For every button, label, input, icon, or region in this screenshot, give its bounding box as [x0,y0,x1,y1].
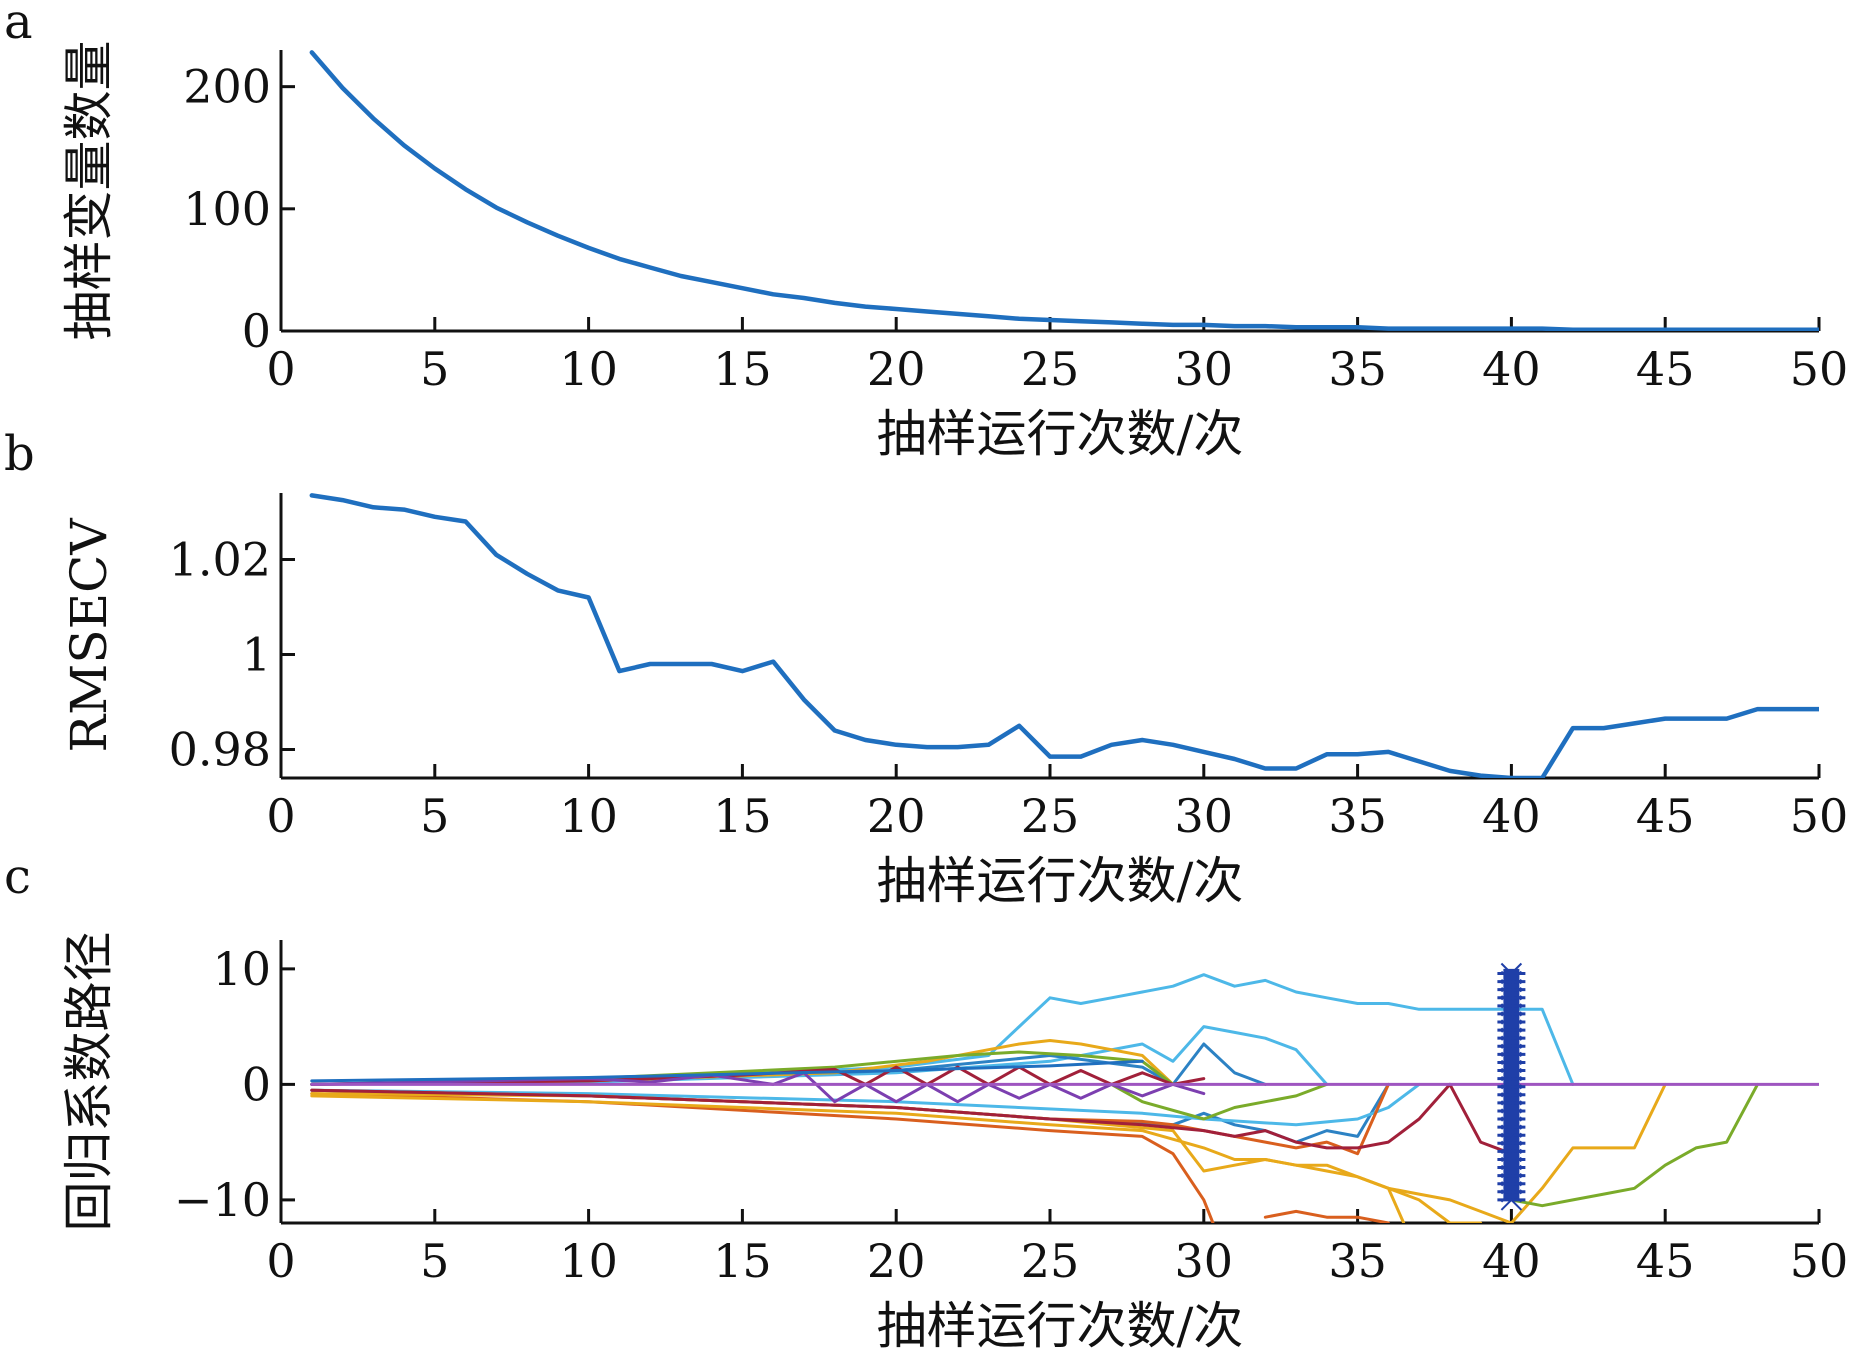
panel-b-y-axis-label: RMSECV [60,518,118,753]
panel-c-series-line [1386,1186,1483,1223]
panel-a-y-tick-label: 100 [183,182,271,236]
panel-c-letter: c [4,849,31,905]
panel-a-x-tick-label: 25 [1021,342,1080,396]
panel-c-x-tick-label: 15 [713,1234,772,1288]
panel-c-x-tick-label: 10 [559,1234,618,1288]
panel-b-y-tick-label: 0.98 [169,723,271,777]
panel-a-x-tick-label: 40 [1482,342,1541,396]
panel-c-x-tick-label: 35 [1328,1234,1387,1288]
panel-b-x-tick-label: 20 [867,789,926,843]
panel-a-plot-area [309,50,1819,331]
panel-b-y-tick-label: 1.02 [169,533,271,587]
panel-a-x-tick-label: 50 [1790,342,1849,396]
panel-a-chart: 0 5 10 15 20 25 30 35 40 45 50 0 100 200 抽样运行次数/次 抽样变量数… [60,41,1848,464]
panel-a-x-tick-label: 45 [1636,342,1695,396]
panel-a-x-tick-label: 10 [559,342,618,396]
panel-c-x-tick-label: 0 [266,1234,295,1288]
panel-a-x-tick-label: 5 [420,342,449,396]
panel-c-series-line [1263,1209,1390,1223]
panel-c-x-tick-label: 40 [1482,1234,1541,1288]
panel-c-marker-star [1500,962,1523,985]
panel-a-y-tick-label: 0 [242,304,271,358]
panel-b-x-tick-label: 15 [713,789,772,843]
panel-b-x-tick-label: 50 [1790,789,1849,843]
panel-c-x-tick-label: 5 [420,1234,449,1288]
panel-c-series-line [310,1025,1329,1086]
panel-c-y-tick-label: 0 [242,1057,271,1111]
panel-c-plot-area [310,973,1819,1223]
panel-a-x-tick-label: 0 [266,342,295,396]
panel-a-y-axis-label: 抽样变量数量 [60,41,118,341]
panel-c-series-line [1509,1082,1759,1208]
panel-c-x-tick-label: 20 [867,1234,926,1288]
panel-b-plot-area [309,493,1819,778]
panel-c-x-tick-label: 50 [1790,1234,1849,1288]
panel-a-x-tick-label: 20 [867,342,926,396]
panel-b-x-axis-label: 抽样运行次数/次 [877,852,1244,910]
panel-b-letter: b [4,426,35,482]
panel-b-x-tick-label: 10 [559,789,618,843]
panel-c-x-tick-label: 30 [1175,1234,1234,1288]
panel-a-y-tick-label: 200 [183,60,271,114]
panel-b-x-tick-label: 40 [1482,789,1541,843]
panel-c-series-line [310,1092,1215,1223]
panel-c-series-line [310,1094,1406,1223]
panel-b-x-tick-label: 25 [1021,789,1080,843]
panel-b-x-tick-label: 5 [420,789,449,843]
panel-c-x-tick-label: 45 [1636,1234,1695,1288]
panel-b-x-tick-label: 45 [1636,789,1695,843]
panel-b-series-line [309,493,1819,778]
panel-c-series-line [310,1059,1144,1083]
panel-a-series-line [309,50,1819,331]
panel-c-series-line [310,1082,1513,1156]
panel-c-chart: 0 5 10 15 20 25 30 35 40 45 50 −10 0 10 抽样运行次数/次 回归系数路径 [60,932,1848,1356]
panel-c-series-line [1110,1082,1329,1121]
panel-c-y-tick-label: −10 [174,1173,271,1227]
panel-b-x-tick-label: 35 [1328,789,1387,843]
panel-a-x-tick-label: 35 [1328,342,1387,396]
panel-c-y-axis-label: 回归系数路径 [60,932,118,1232]
panel-b-y-tick-label: 1 [242,628,271,682]
panel-b-x-tick-label: 0 [266,789,295,843]
panel-b-x-tick-label: 30 [1175,789,1234,843]
panel-a-x-tick-label: 30 [1175,342,1234,396]
panel-a-letter: a [4,0,33,50]
panel-b-chart: 0 5 10 15 20 25 30 35 40 45 50 0.98 1 1.02 抽样运行次数/次 RMS… [60,493,1848,910]
panel-c-x-axis-label: 抽样运行次数/次 [877,1297,1244,1355]
panel-a-x-axis-label: 抽样运行次数/次 [877,405,1244,463]
panel-a-x-tick-label: 15 [713,342,772,396]
panel-c-y-tick-label: 10 [212,942,271,996]
panel-c-x-tick-label: 25 [1021,1234,1080,1288]
